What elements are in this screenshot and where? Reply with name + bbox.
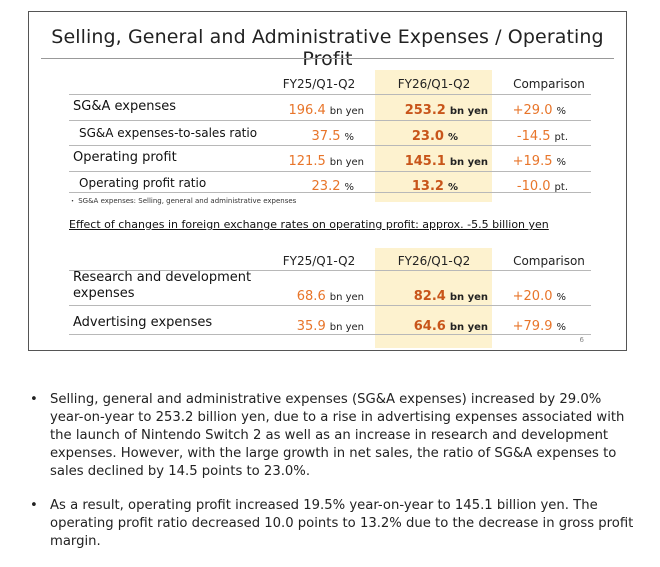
bullet-item: • As a result, operating profit increase…	[28, 497, 638, 551]
operating-profit-curr: 145.1 bn yen	[404, 154, 488, 169]
advertising-expenses-cmp: +79.9%	[512, 319, 566, 334]
advertising-expenses-label: Advertising expenses	[73, 315, 213, 330]
bullet-dot-icon: •	[30, 498, 38, 513]
operating-profit-cmp: +19.5%	[512, 154, 566, 169]
table2-header-curr: FY26/Q1-Q2	[397, 254, 471, 268]
sga-ratio-curr: 23.0%	[411, 129, 458, 144]
table2-header-cmp: Comparison	[513, 254, 585, 268]
table2-header-rule	[69, 270, 591, 271]
table1-header-curr: FY26/Q1-Q2	[397, 77, 471, 91]
rnd-expenses-curr: 82.4 bn yen	[413, 289, 488, 304]
table2-header-prev: FY25/Q1-Q2	[282, 254, 356, 268]
bullet-text: Selling, general and administrative expe…	[50, 392, 625, 479]
title-divider	[41, 58, 614, 59]
bullet-item: • Selling, general and administrative ex…	[28, 391, 638, 481]
current-period-highlight-top	[375, 70, 492, 202]
slide-title: Selling, General and Administrative Expe…	[51, 26, 604, 70]
sga-expenses-prev: 196.4 bn yen	[288, 103, 365, 118]
rnd-expenses-label-line1: Research and development	[73, 270, 252, 285]
table1-footnote: ・ SG&A expenses: Selling, general and ad…	[69, 197, 297, 205]
sga-expenses-label: SG&A expenses	[73, 99, 176, 114]
advertising-expenses-curr: 64.6 bn yen	[413, 319, 488, 334]
operating-profit-ratio-label: Operating profit ratio	[79, 176, 207, 190]
current-period-highlight-bottom	[375, 248, 492, 348]
fx-effect-note: Effect of changes in foreign exchange ra…	[69, 218, 549, 231]
table1-row-rule-1	[69, 120, 591, 121]
sga-ratio-label: SG&A expenses-to-sales ratio	[79, 126, 258, 140]
table1-header-cmp: Comparison	[513, 77, 585, 91]
table2-row-rule-1	[69, 305, 591, 306]
rnd-expenses-label: Research and development expenses	[73, 270, 251, 302]
rnd-expenses-prev: 68.6 bn yen	[296, 289, 364, 304]
rnd-expenses-label-line2: expenses	[73, 286, 135, 301]
sga-expenses-cmp: +29.0%	[512, 103, 566, 118]
operating-profit-ratio-curr: 13.2%	[411, 179, 458, 194]
page-number: 6	[579, 336, 584, 344]
table1-bottom-rule	[69, 192, 591, 193]
operating-profit-ratio-cmp: -10.0 pt.	[516, 179, 568, 194]
advertising-expenses-prev: 35.9 bn yen	[296, 319, 364, 334]
table1-row-rule-2	[69, 145, 591, 146]
table1-header-prev: FY25/Q1-Q2	[282, 77, 356, 91]
table1-header-rule	[69, 94, 591, 95]
operating-profit-label: Operating profit	[73, 150, 177, 165]
rnd-expenses-cmp: +20.0%	[512, 289, 566, 304]
slide: Selling, General and Administrative Expe…	[28, 11, 627, 351]
bullet-dot-icon: •	[30, 392, 38, 407]
commentary-bullets: • Selling, general and administrative ex…	[28, 391, 638, 567]
operating-profit-prev: 121.5 bn yen	[288, 154, 365, 169]
sga-expenses-curr: 253.2 bn yen	[404, 103, 488, 118]
bullet-text: As a result, operating profit increased …	[50, 498, 634, 549]
sga-ratio-prev: 37.5%	[311, 129, 354, 144]
sga-ratio-cmp: -14.5 pt.	[516, 129, 568, 144]
table1-row-rule-3	[69, 171, 591, 172]
table2-bottom-rule	[69, 334, 591, 335]
operating-profit-ratio-prev: 23.2%	[311, 179, 354, 194]
